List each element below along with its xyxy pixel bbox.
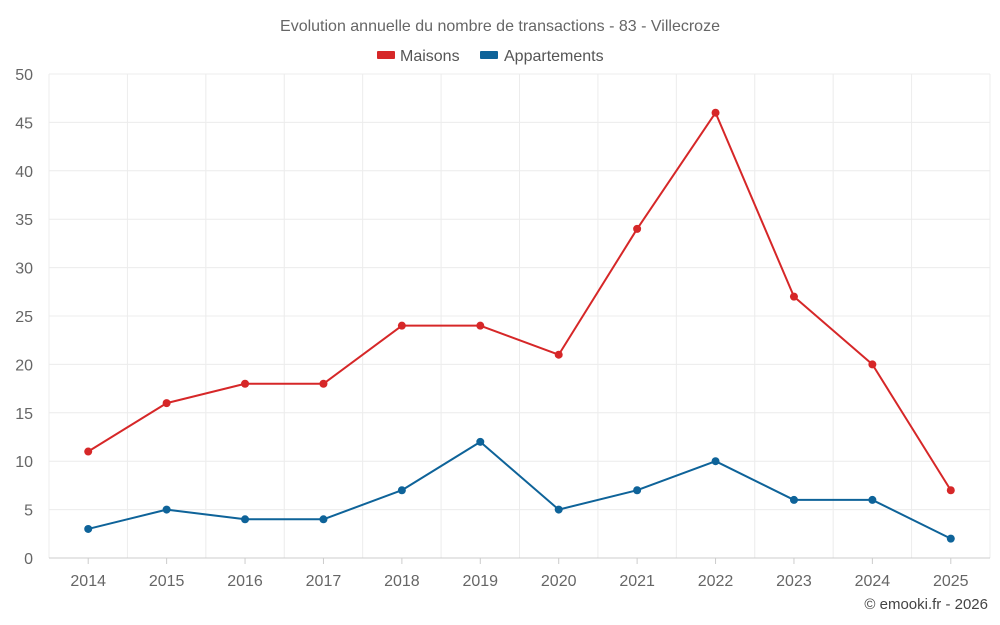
data-point-appartements-2018[interactable] (397, 486, 406, 495)
x-tick-label-2015: 2015 (149, 573, 185, 590)
data-point-appartements-2019[interactable] (476, 437, 485, 446)
data-point-appartements-2014[interactable] (84, 524, 93, 533)
data-point-maisons-2017[interactable] (319, 379, 328, 388)
data-point-maisons-2022[interactable] (711, 108, 720, 117)
legend-swatch-maisons (377, 51, 395, 59)
data-point-maisons-2016[interactable] (241, 379, 250, 388)
y-tick-label: 30 (15, 261, 33, 278)
y-tick-label: 5 (24, 503, 33, 520)
credit-text: © emooki.fr - 2026 (864, 596, 988, 613)
x-tick-label-2016: 2016 (227, 573, 263, 590)
series-maisons (84, 108, 955, 495)
series (84, 108, 955, 543)
grid (48, 73, 991, 558)
y-tick-label: 0 (24, 551, 33, 568)
x-tick-label-2024: 2024 (855, 573, 891, 590)
data-point-maisons-2024[interactable] (868, 360, 877, 369)
data-point-appartements-2025[interactable] (946, 534, 955, 543)
y-tick-label: 15 (15, 406, 33, 423)
y-tick-label: 45 (15, 115, 33, 132)
data-point-maisons-2019[interactable] (476, 321, 485, 330)
legend-item-appartements[interactable]: Appartements (480, 48, 604, 65)
chart-title: Evolution annuelle du nombre de transact… (280, 18, 720, 35)
series-appartements (84, 437, 955, 543)
legend-label-maisons: Maisons (400, 48, 460, 65)
legend-swatch-appartements (480, 51, 498, 59)
x-tick-label-2020: 2020 (541, 573, 577, 590)
y-tick-label: 20 (15, 357, 33, 374)
data-point-appartements-2020[interactable] (554, 505, 563, 514)
y-tick-label: 50 (15, 67, 33, 84)
x-tick-label-2023: 2023 (776, 573, 812, 590)
data-point-maisons-2021[interactable] (633, 224, 642, 233)
series-line-appartements (87, 440, 952, 540)
data-point-maisons-2018[interactable] (397, 321, 406, 330)
legend-label-appartements: Appartements (504, 48, 604, 65)
y-tick-label: 10 (15, 454, 33, 471)
data-point-appartements-2021[interactable] (633, 486, 642, 495)
data-point-appartements-2022[interactable] (711, 457, 720, 466)
data-point-appartements-2017[interactable] (319, 515, 328, 524)
y-axis: 0 5 10 15 20 25 30 35 40 45 50 (15, 67, 33, 568)
y-tick-label: 40 (15, 164, 33, 181)
x-tick-label-2014: 2014 (70, 573, 106, 590)
x-tick-label-2025: 2025 (933, 573, 969, 590)
x-tick-label-2022: 2022 (698, 573, 734, 590)
x-tick-label-2021: 2021 (619, 573, 655, 590)
data-point-appartements-2023[interactable] (789, 495, 798, 504)
data-point-appartements-2024[interactable] (868, 495, 877, 504)
data-point-appartements-2015[interactable] (162, 505, 171, 514)
legend-item-maisons[interactable]: Maisons (377, 48, 460, 65)
data-point-maisons-2023[interactable] (789, 292, 798, 301)
series-line-maisons (87, 111, 952, 491)
data-point-maisons-2015[interactable] (162, 399, 171, 408)
y-tick-label: 25 (15, 309, 33, 326)
x-tick-label-2017: 2017 (306, 573, 342, 590)
y-tick-label: 35 (15, 212, 33, 229)
x-axis: 2014 2015 2016 2017 2018 2019 2020 2021 2022 2023… (49, 557, 990, 590)
data-point-maisons-2020[interactable] (554, 350, 563, 359)
data-point-appartements-2016[interactable] (241, 515, 250, 524)
data-point-maisons-2014[interactable] (84, 447, 93, 456)
legend[interactable]: Maisons Appartements (377, 48, 604, 65)
x-tick-label-2018: 2018 (384, 573, 420, 590)
data-point-maisons-2025[interactable] (946, 486, 955, 495)
x-tick-label-2019: 2019 (462, 573, 498, 590)
